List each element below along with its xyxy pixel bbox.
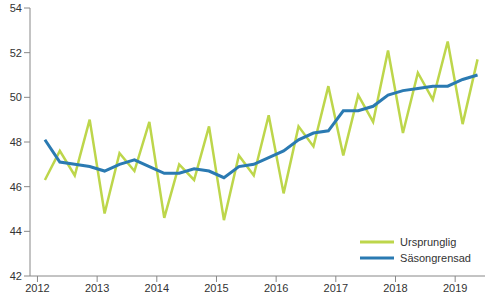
svg-text:54: 54 (10, 2, 22, 14)
html-text:Ursprunglig: Ursprunglig (400, 236, 457, 248)
svg-text:46: 46 (10, 181, 22, 193)
svg-text:2013: 2013 (85, 282, 109, 294)
svg-text:50: 50 (10, 91, 22, 103)
svg-text:44: 44 (10, 225, 22, 237)
svg-text:48: 48 (10, 136, 22, 148)
svg-text:42: 42 (10, 270, 22, 282)
svg-text:2015: 2015 (204, 282, 228, 294)
svg-text:2017: 2017 (324, 282, 348, 294)
svg-text:2019: 2019 (443, 282, 467, 294)
svg-text:2014: 2014 (145, 282, 169, 294)
html-text:Säsongrensad: Säsongrensad (400, 252, 471, 264)
svg-text:2018: 2018 (383, 282, 407, 294)
svg-text:2016: 2016 (264, 282, 288, 294)
svg-text:2012: 2012 (25, 282, 49, 294)
svg-text:52: 52 (10, 47, 22, 59)
